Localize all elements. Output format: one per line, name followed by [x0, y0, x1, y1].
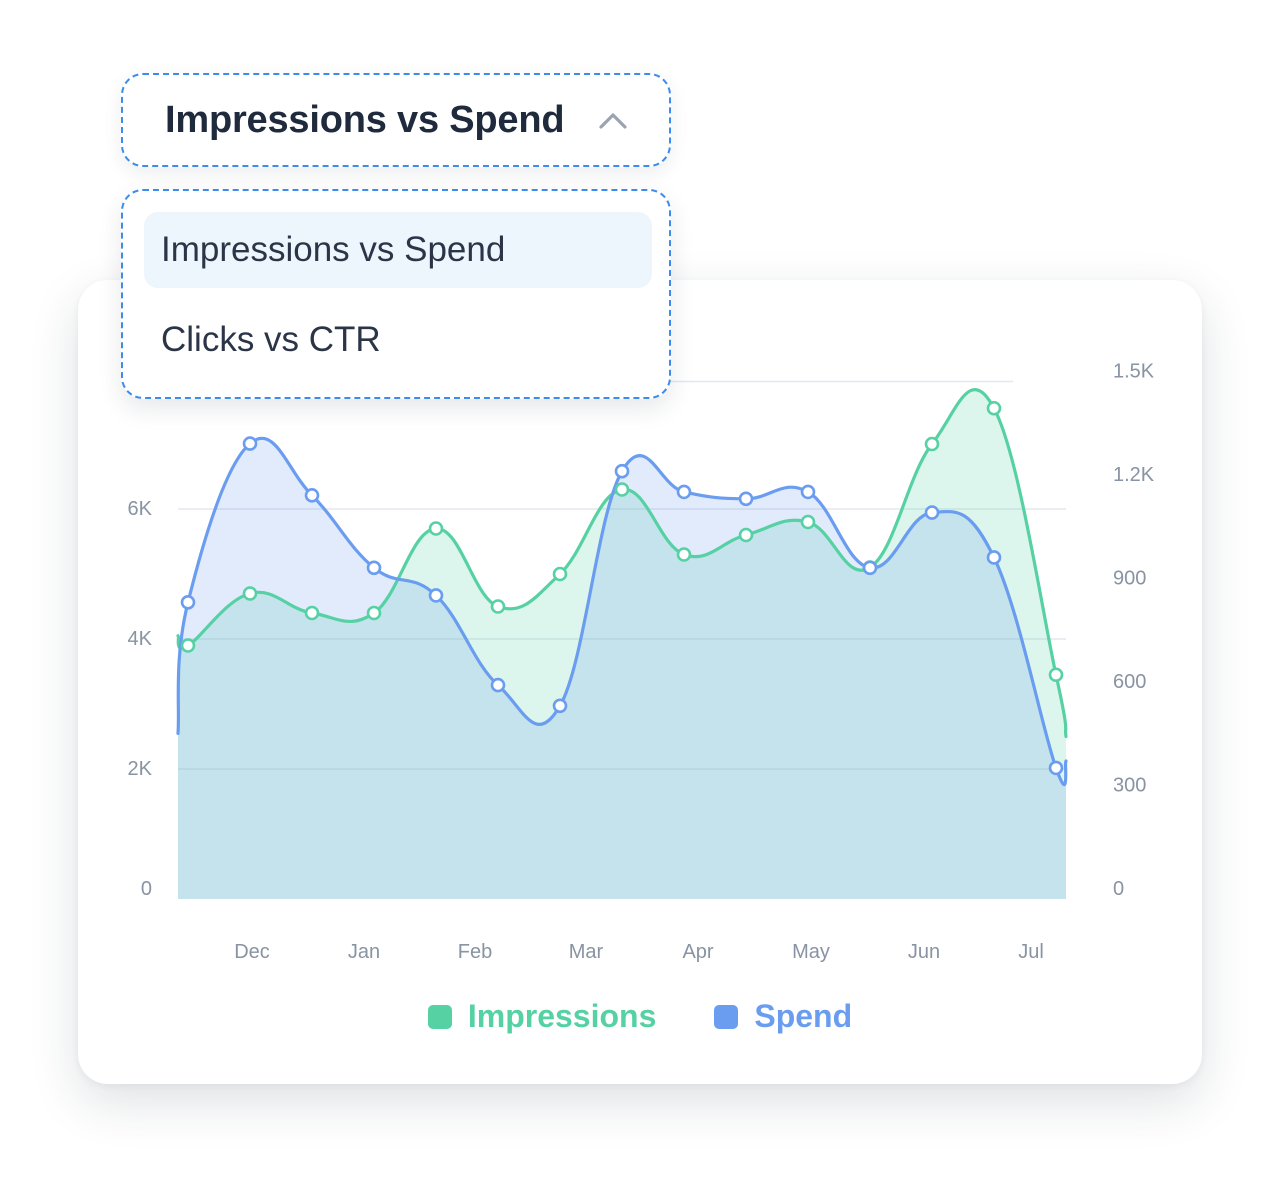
data-point-impressions[interactable] [428, 521, 444, 536]
dropdown-option-clicks-vs-ctr[interactable]: Clicks vs CTR [161, 320, 381, 359]
data-point-spend[interactable] [924, 505, 940, 520]
dropdown-selected-label: Impressions vs Spend [165, 98, 565, 141]
x-axis-tick: May [792, 941, 830, 963]
data-point-impressions[interactable] [490, 599, 506, 614]
left-axis-tick: 6K [128, 498, 153, 520]
data-point-spend[interactable] [242, 436, 258, 451]
legend-label-impressions: Impressions [467, 998, 657, 1034]
data-point-spend[interactable] [800, 484, 816, 500]
right-axis-tick: 600 [1113, 671, 1146, 693]
dropdown-menu: Impressions vs Spend Clicks vs CTR [121, 189, 671, 399]
data-point-spend[interactable] [614, 463, 630, 479]
right-axis-tick: 1.2K [1113, 464, 1155, 486]
x-axis-tick: Mar [569, 941, 604, 963]
data-point-spend[interactable] [490, 677, 506, 693]
legend-item-impressions[interactable]: Impressions [427, 998, 657, 1035]
x-axis-tick: Jan [348, 941, 380, 963]
data-point-spend[interactable] [428, 588, 444, 603]
x-axis-tick: Dec [234, 941, 270, 963]
data-point-spend[interactable] [366, 560, 382, 576]
x-axis-tick: Jul [1018, 941, 1044, 963]
right-axis-tick: 300 [1113, 775, 1146, 797]
data-point-impressions[interactable] [1048, 667, 1064, 683]
data-point-spend[interactable] [986, 550, 1002, 565]
data-point-impressions[interactable] [614, 482, 630, 497]
data-point-impressions[interactable] [986, 400, 1002, 416]
data-point-spend[interactable] [862, 560, 878, 576]
right-axis-tick: 900 [1113, 568, 1146, 590]
chevron-up-icon [599, 113, 627, 129]
area-impressions [178, 389, 1066, 899]
data-point-spend[interactable] [676, 484, 692, 500]
chart-areas [178, 389, 1066, 899]
legend-item-spend[interactable]: Spend [714, 998, 852, 1035]
legend-swatch-impressions [427, 1004, 452, 1029]
series-line-spend [176, 436, 1068, 787]
left-axis-tick: 2K [128, 758, 153, 780]
data-point-impressions[interactable] [738, 527, 754, 543]
legend-swatch-spend [714, 1004, 739, 1029]
right-axis-tick: 0 [1113, 878, 1124, 900]
right-axis-tick: 1.5K [1113, 361, 1155, 383]
data-point-spend[interactable] [304, 488, 320, 503]
chart-metric-dropdown[interactable]: Impressions vs Spend [121, 73, 671, 167]
dropdown-option-impressions-vs-spend[interactable]: Impressions vs Spend [144, 212, 652, 288]
axis-labels: 0 2K 4K 6K 0 300 600 900 1.2K 1.5K Dec Jan Feb Mar Apr… [128, 361, 1155, 964]
data-point-impressions[interactable] [242, 586, 258, 601]
left-axis-tick: 0 [141, 878, 152, 900]
data-point-spend[interactable] [180, 594, 196, 610]
chart-points [180, 400, 1064, 776]
x-axis-tick: Feb [458, 941, 492, 963]
data-point-impressions[interactable] [366, 605, 382, 621]
left-axis-tick: 4K [128, 628, 153, 650]
data-point-impressions[interactable] [180, 638, 196, 653]
data-point-impressions[interactable] [552, 566, 568, 582]
data-point-impressions[interactable] [800, 514, 816, 530]
x-axis-tick: Jun [908, 941, 940, 963]
data-point-impressions[interactable] [924, 436, 940, 452]
data-point-spend[interactable] [1048, 760, 1064, 776]
data-point-impressions[interactable] [676, 547, 692, 562]
chart-legend: Impressions Spend [0, 998, 1280, 1035]
data-point-impressions[interactable] [304, 605, 320, 621]
area-spend [178, 438, 1066, 899]
x-axis-tick: Apr [682, 941, 713, 963]
data-point-spend[interactable] [552, 698, 568, 714]
legend-label-spend: Spend [754, 998, 853, 1034]
chart-card [78, 280, 1202, 1084]
data-point-spend[interactable] [738, 491, 754, 507]
